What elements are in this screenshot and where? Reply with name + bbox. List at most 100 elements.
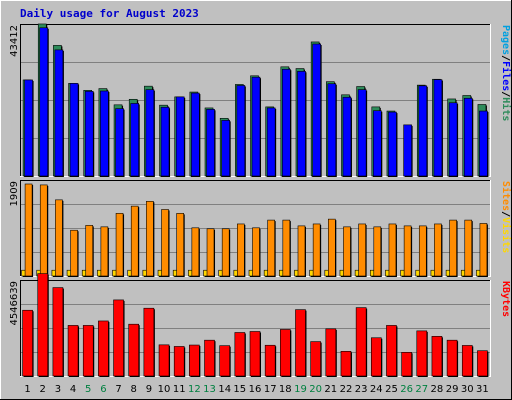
bar-files-27 (418, 85, 428, 177)
bar-sites-12 (191, 227, 200, 277)
bar-kbytes-24 (370, 337, 382, 377)
bar-files-30 (463, 97, 473, 177)
bar-sites-5 (85, 225, 94, 277)
bar-files-28 (433, 79, 443, 177)
bar-files-2 (39, 27, 49, 177)
bar-files-10 (160, 106, 170, 177)
bar-files-3 (54, 49, 64, 177)
legend-item-2-0: KBytes (500, 281, 511, 317)
x-tick-label-19: 19 (294, 384, 307, 395)
bar-files-16 (251, 76, 261, 177)
bar-files-18 (282, 68, 291, 177)
x-tick-label-25: 25 (385, 384, 398, 395)
bar-sites-29 (449, 219, 457, 277)
bar-files-24 (372, 110, 382, 177)
bar-files-1 (24, 79, 33, 177)
bar-kbytes-23 (355, 307, 367, 377)
panel-hits-files-pages: 43412 Pages/Files/Hits (9, 23, 512, 177)
bar-kbytes-8 (128, 323, 140, 377)
bar-kbytes-9 (143, 307, 155, 377)
bar-files-17 (266, 107, 276, 177)
bar-files-15 (236, 85, 246, 177)
bar-kbytes-28 (431, 336, 443, 377)
x-tick-label-18: 18 (279, 384, 292, 395)
x-tick-label-22: 22 (340, 384, 353, 395)
x-tick-label-16: 16 (249, 384, 262, 395)
x-tick-label-13: 13 (203, 384, 216, 395)
bar-files-31 (479, 110, 488, 177)
panel-kbytes: 4546639 KBytes (9, 273, 511, 377)
x-tick-label-12: 12 (188, 384, 201, 395)
bar-sites-3 (55, 199, 63, 277)
bar-sites-16 (252, 227, 260, 277)
bar-kbytes-26 (401, 352, 412, 377)
bar-kbytes-20 (310, 341, 321, 377)
x-tick-label-28: 28 (431, 384, 444, 395)
bar-sites-2 (39, 184, 48, 277)
bar-sites-21 (328, 218, 336, 277)
y-max-label-2: 4546639 (9, 281, 20, 326)
legend-0: Pages/Files/Hits (500, 25, 512, 121)
bar-files-9 (145, 89, 155, 177)
panel-sites-visits: 1909 Sites/Visits (9, 180, 512, 277)
bar-files-7 (115, 108, 124, 177)
bar-sites-28 (434, 223, 442, 277)
x-tick-label-30: 30 (461, 384, 474, 395)
bar-sites-22 (343, 226, 351, 277)
x-tick-label-31: 31 (476, 384, 489, 395)
bar-files-21 (327, 83, 337, 177)
bar-sites-9 (146, 201, 154, 277)
x-tick-label-21: 21 (324, 384, 337, 395)
bar-sites-27 (418, 225, 427, 277)
x-axis-labels: 1 2 3 4 5 6 7 8 9 10 11 12 13 14 15 16 17 18 19 20 21 22 23 24 2… (24, 384, 488, 395)
bar-files-12 (191, 92, 200, 177)
bar-sites-20 (312, 223, 321, 277)
x-tick-label-8: 8 (131, 384, 137, 395)
bar-kbytes-5 (82, 325, 94, 377)
bar-files-25 (388, 111, 397, 177)
bar-kbytes-1 (22, 309, 33, 377)
chart-title: Daily usage for August 2023 (20, 7, 199, 20)
y-max-label-0: 43412 (9, 25, 20, 57)
bar-sites-6 (100, 226, 109, 277)
bar-kbytes-21 (325, 328, 337, 377)
bar-sites-15 (237, 223, 245, 277)
x-tick-label-17: 17 (264, 384, 277, 395)
legend-item-0-4: Hits (500, 97, 512, 121)
bar-files-6 (100, 90, 109, 177)
legend-item-1-0: Sites (500, 181, 512, 211)
bar-sites-1 (24, 183, 33, 277)
y-max-label-1: 1909 (9, 181, 20, 206)
bar-kbytes-4 (67, 325, 79, 377)
bar-sites-14 (221, 228, 230, 277)
bar-sites-25 (388, 223, 397, 277)
bar-sites-24 (373, 226, 382, 277)
bar-kbytes-14 (219, 345, 230, 377)
bar-kbytes-19 (295, 309, 306, 377)
legend-item-0-1: / (500, 55, 511, 61)
bar-kbytes-17 (264, 344, 276, 377)
x-tick-label-15: 15 (233, 384, 246, 395)
bar-kbytes-12 (189, 344, 200, 377)
bar-sites-31 (479, 223, 488, 277)
bar-sites-23 (358, 223, 366, 277)
x-tick-label-29: 29 (446, 384, 459, 395)
legend-item-1-1: / (500, 211, 511, 217)
bar-sites-8 (130, 205, 139, 277)
x-tick-label-24: 24 (370, 384, 383, 395)
bar-sites-10 (161, 209, 169, 277)
x-tick-label-7: 7 (115, 384, 121, 395)
bar-files-23 (357, 89, 367, 177)
bar-files-20 (312, 43, 321, 177)
bar-files-11 (175, 96, 185, 177)
bar-kbytes-13 (204, 339, 215, 377)
bar-kbytes-31 (477, 350, 488, 377)
bar-kbytes-3 (52, 287, 64, 377)
bar-sites-7 (115, 213, 124, 277)
bar-sites-19 (297, 225, 306, 277)
legend-item-1-2: Visits (500, 217, 512, 253)
bar-kbytes-10 (158, 344, 170, 377)
bar-kbytes-30 (461, 345, 473, 377)
x-tick-label-26: 26 (400, 384, 413, 395)
